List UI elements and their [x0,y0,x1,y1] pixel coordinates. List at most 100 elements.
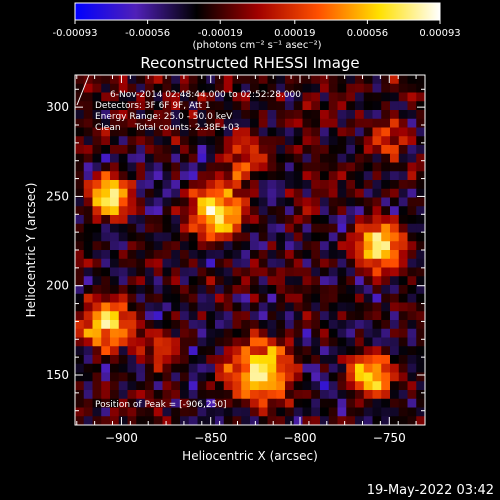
heatmap-cell [346,320,356,330]
heatmap-cell [302,276,312,286]
heatmap-cell [293,118,303,128]
heatmap-cell [276,390,286,400]
heatmap-cell [346,197,356,207]
heatmap-cell [285,92,295,102]
heatmap-cell [363,258,373,268]
heatmap-cell [381,267,391,277]
heatmap-cell [101,162,111,172]
heatmap-cell [267,101,277,111]
heatmap-cell [416,328,426,338]
heatmap-cell [267,92,277,102]
heatmap-cell [153,258,163,268]
heatmap-cell [188,320,198,330]
heatmap-cell [180,328,190,338]
heatmap-cell [180,363,190,373]
heatmap-cell [328,363,338,373]
heatmap-cell [92,118,102,128]
heatmap-cell [118,118,128,128]
heatmap-cell [258,293,268,303]
heatmap-cell [328,302,338,312]
heatmap-cell [320,215,330,225]
heatmap-cell [118,285,128,295]
heatmap-cell [293,346,303,356]
heatmap-cell [363,311,373,321]
heatmap-cell [241,180,251,190]
heatmap-cell [223,250,233,260]
heatmap-cell [250,311,260,321]
heatmap-cell [250,162,260,172]
heatmap-cell [145,398,155,408]
heatmap-cell [355,215,365,225]
heatmap-cell [302,311,312,321]
heatmap-cell [101,302,111,312]
heatmap-cell [363,328,373,338]
heatmap-cell [92,110,102,120]
heatmap-cell [302,171,312,181]
heatmap-cell [416,381,426,391]
heatmap-cell [311,250,321,260]
heatmap-cell [267,206,277,216]
heatmap-cell [171,110,181,120]
heatmap-cell [223,171,233,181]
heatmap-cell [241,145,251,155]
heatmap-cell [372,381,382,391]
heatmap-cell [215,355,225,365]
heatmap-cell [92,416,102,426]
heatmap-cell [188,311,198,321]
heatmap-cell [197,337,207,347]
heatmap-cell [355,390,365,400]
heatmap-cell [153,320,163,330]
heatmap-cell [153,145,163,155]
heatmap-cell [180,118,190,128]
heatmap-cell [267,381,277,391]
heatmap-cell [75,188,85,198]
heatmap-cell [223,355,233,365]
heatmap-cell [258,75,268,85]
heatmap-cell [127,346,137,356]
heatmap-cell [398,241,408,251]
heatmap-cell [276,416,286,426]
heatmap-cell [355,223,365,233]
heatmap-cell [407,381,417,391]
heatmap-cell [110,206,120,216]
heatmap-cell [320,276,330,286]
heatmap-cell [258,162,268,172]
heatmap-cell [241,372,251,382]
heatmap-cell [180,223,190,233]
heatmap-cell [101,110,111,120]
heatmap-cell [171,311,181,321]
heatmap-cell [311,302,321,312]
heatmap-cell [75,136,85,146]
heatmap-cell [188,372,198,382]
heatmap-cell [381,153,391,163]
heatmap-cell [145,390,155,400]
heatmap-cell [398,293,408,303]
heatmap-cell [372,101,382,111]
heatmap-cell [346,75,356,85]
heatmap-cell [223,372,233,382]
heatmap-cell [162,223,172,233]
heatmap-cell [136,250,146,260]
heatmap-cell [302,101,312,111]
heatmap-cell [118,355,128,365]
heatmap-cell [372,215,382,225]
heatmap-cell [127,110,137,120]
heatmap-cell [206,197,216,207]
heatmap-cell [302,188,312,198]
heatmap-cell [381,110,391,120]
heatmap-cell [127,276,137,286]
heatmap-cell [320,136,330,146]
heatmap-cell [118,346,128,356]
heatmap-cell [398,101,408,111]
heatmap-cell [328,215,338,225]
heatmap-cell [381,293,391,303]
heatmap-cell [127,381,137,391]
heatmap-cell [363,206,373,216]
heatmap-cell [276,215,286,225]
heatmap-cell [276,398,286,408]
heatmap-cell [363,390,373,400]
heatmap-cell [258,110,268,120]
heatmap-cell [162,241,172,251]
heatmap-cell [372,276,382,286]
